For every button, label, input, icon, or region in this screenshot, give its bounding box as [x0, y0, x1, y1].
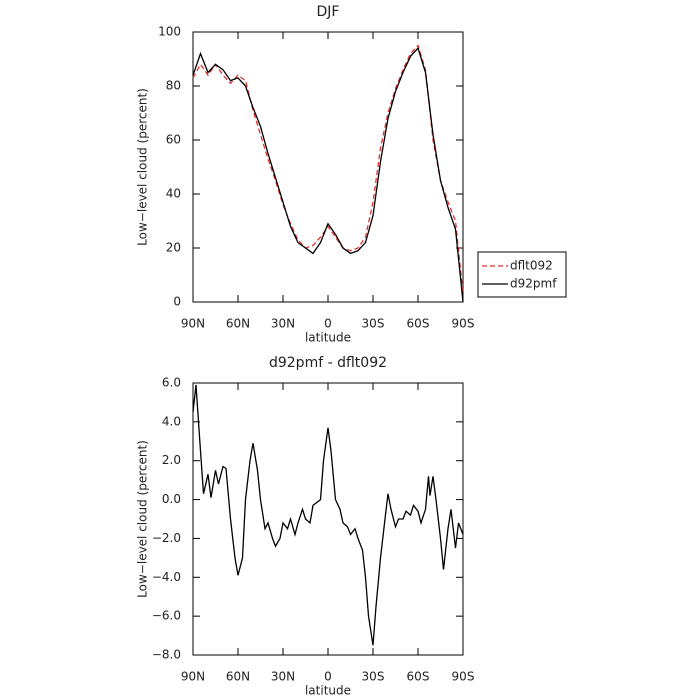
plot-frame — [192, 31, 464, 303]
y-tick-label: −8.0 — [152, 648, 181, 662]
data-line — [192, 44, 464, 294]
x-tick-label: 0 — [324, 670, 332, 684]
x-tick-label: 60N — [226, 317, 250, 331]
y-tick-label: 4.0 — [162, 414, 181, 428]
x-axis-label: latitude — [305, 684, 351, 698]
x-tick-label: 90S — [452, 670, 475, 684]
legend-label: d92pmf — [510, 277, 557, 291]
legend-box — [477, 251, 567, 298]
data-line — [192, 384, 464, 646]
y-tick-label: 40 — [166, 187, 181, 201]
y-tick-label: 0.0 — [162, 492, 181, 506]
y-tick-label: −4.0 — [152, 570, 181, 584]
y-axis-label: Low−level cloud (percent) — [136, 440, 150, 598]
x-tick-label: 0 — [324, 317, 332, 331]
chart-title: DJF — [317, 4, 340, 20]
x-tick-label: 30S — [362, 670, 385, 684]
x-tick-label: 30N — [271, 670, 295, 684]
y-tick-label: −6.0 — [152, 609, 181, 623]
y-tick-label: 100 — [158, 25, 181, 39]
x-axis-label: latitude — [305, 331, 351, 345]
y-axis-label: Low−level cloud (percent) — [136, 88, 150, 246]
x-tick-label: 60N — [226, 670, 250, 684]
x-tick-label: 90N — [181, 670, 205, 684]
y-tick-label: 0 — [173, 295, 181, 309]
y-tick-label: 20 — [166, 241, 181, 255]
data-line — [192, 46, 464, 303]
y-tick-label: 80 — [166, 79, 181, 93]
x-tick-label: 90S — [452, 317, 475, 331]
y-tick-label: 2.0 — [162, 453, 181, 467]
chart-title: d92pmf - dflt092 — [269, 355, 387, 371]
x-tick-label: 60S — [407, 670, 430, 684]
x-tick-label: 30S — [362, 317, 385, 331]
x-tick-label: 30N — [271, 317, 295, 331]
x-tick-label: 90N — [181, 317, 205, 331]
y-tick-label: −2.0 — [152, 531, 181, 545]
y-tick-label: 6.0 — [162, 376, 181, 390]
legend-label: dflt092 — [510, 259, 553, 273]
y-tick-label: 60 — [166, 133, 181, 147]
x-tick-label: 60S — [407, 317, 430, 331]
